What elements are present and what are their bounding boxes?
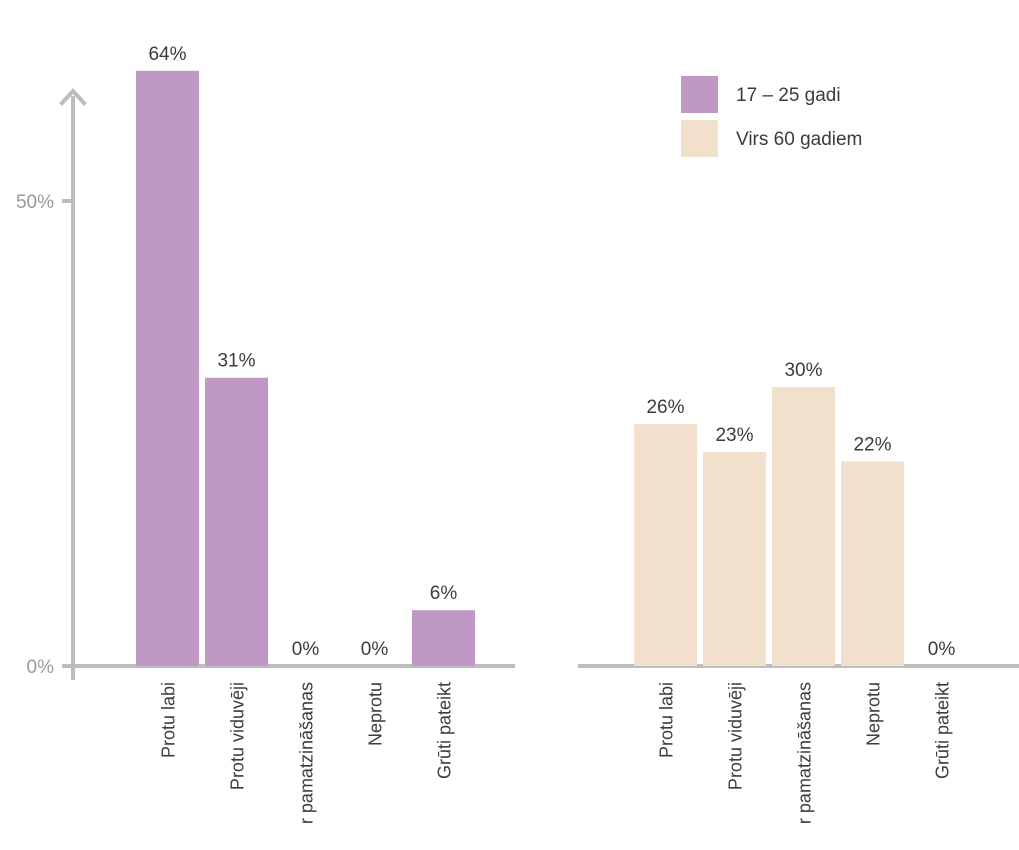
x-tick-label: Protu viduvēji — [228, 682, 248, 790]
data-label: 6% — [430, 583, 458, 604]
y-axis-arrowhead — [59, 88, 87, 106]
x-tick-label: Protu labi — [657, 682, 677, 758]
legend-swatch — [681, 120, 718, 157]
data-label: 31% — [217, 351, 255, 372]
x-tick-label: Grūti pateikt — [933, 682, 953, 779]
data-label: 22% — [853, 434, 891, 455]
legend-label: 17 – 25 gadi — [736, 85, 841, 106]
legend-label: Virs 60 gadiem — [736, 129, 862, 150]
data-label: 0% — [928, 639, 956, 660]
bar — [634, 424, 697, 666]
data-label: 0% — [292, 639, 320, 660]
bar — [841, 461, 904, 666]
bar — [205, 377, 268, 666]
x-tick-label: Neprotu — [366, 682, 386, 746]
x-tick-label: Grūti pateikt — [435, 682, 455, 779]
x-tick-label: Protu viduvēji — [726, 682, 746, 790]
bar — [136, 70, 199, 667]
x-tick-label: Neprotu — [864, 682, 884, 746]
data-label: 0% — [361, 639, 389, 660]
data-label: 64% — [148, 44, 186, 65]
data-label: 23% — [715, 425, 753, 446]
data-label: 26% — [646, 397, 684, 418]
x-tick-label: r pamatzināšanas — [795, 682, 815, 824]
bar — [772, 387, 835, 666]
data-label: 30% — [784, 360, 822, 381]
bar — [703, 452, 766, 666]
y-tick-label: 0% — [27, 657, 55, 678]
bar — [412, 610, 475, 666]
x-tick-label: r pamatzināšanas — [297, 682, 317, 824]
y-tick-label: 50% — [16, 192, 54, 213]
x-tick-label: Protu labi — [159, 682, 179, 758]
legend-swatch — [681, 76, 718, 113]
